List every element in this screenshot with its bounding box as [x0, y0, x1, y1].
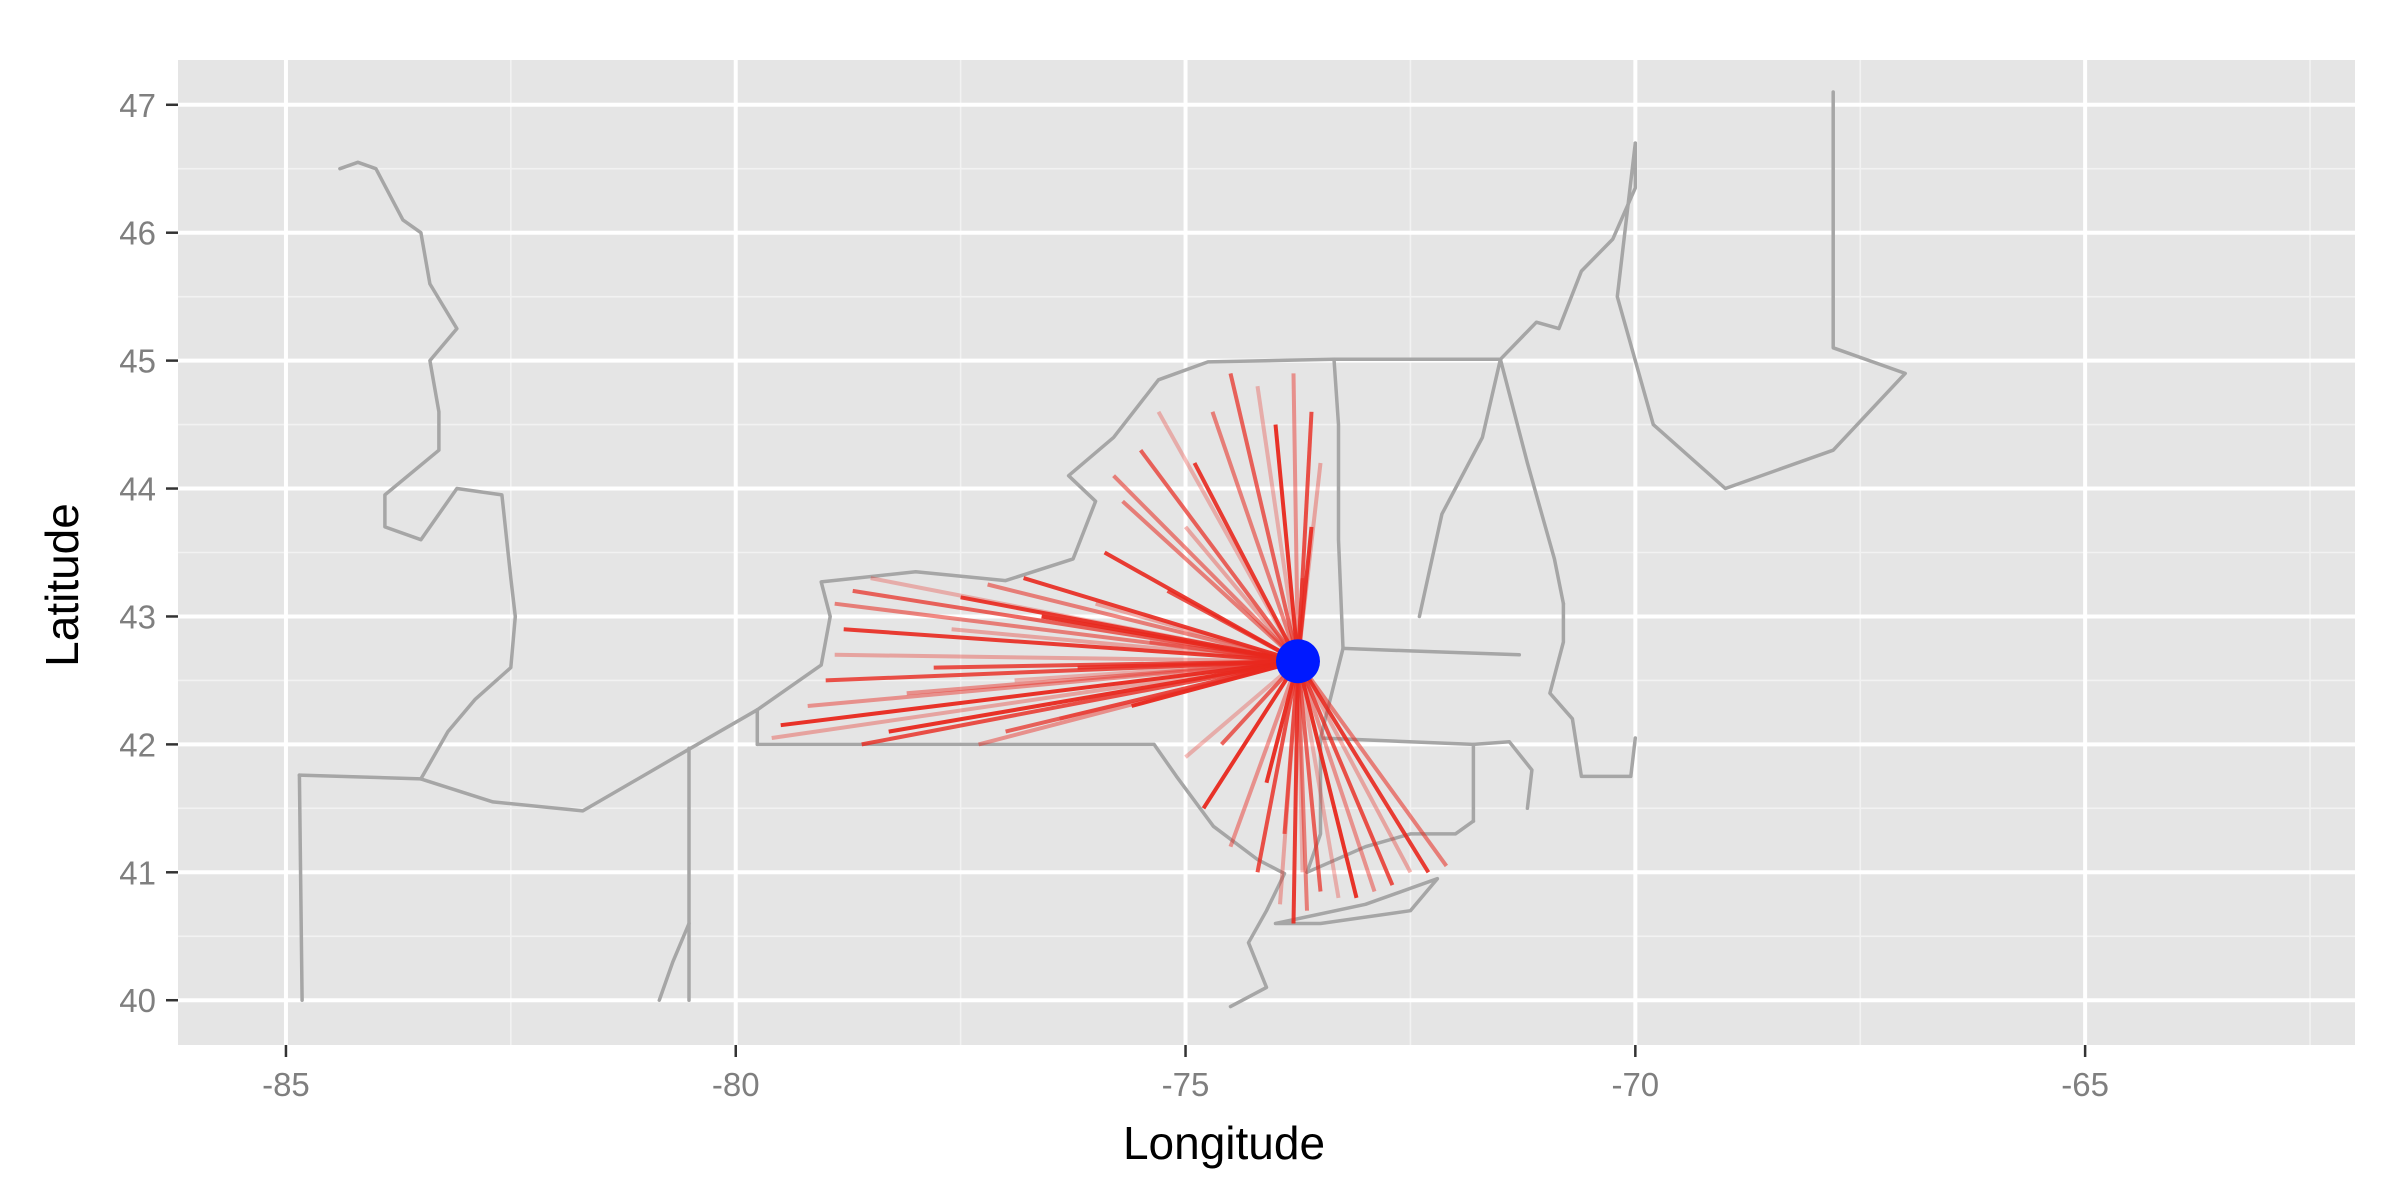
- connection-line: [1210, 411, 1300, 662]
- y-tick-label: 45: [119, 343, 156, 380]
- y-axis-title: Latitude: [36, 503, 88, 667]
- connection-line: [1296, 660, 1449, 868]
- x-tick-label: -65: [2061, 1066, 2109, 1103]
- state-border-line: [338, 160, 518, 781]
- connection-line: [1183, 525, 1300, 663]
- x-tick-label: -85: [262, 1066, 310, 1103]
- grid-minor: [178, 60, 2355, 1045]
- x-tick-label: -80: [712, 1066, 760, 1103]
- state-border-line: [755, 742, 1287, 1009]
- connection-line: [834, 652, 1299, 664]
- state-border-line: [1498, 357, 1566, 606]
- connection-line: [1296, 660, 1341, 899]
- state-border-line: [657, 921, 691, 1002]
- x-tick-label: -75: [1162, 1066, 1210, 1103]
- connection-line: [1295, 661, 1305, 873]
- connection-line: [1192, 462, 1300, 663]
- connection-line: [1138, 449, 1300, 663]
- x-axis: -85 -80 -75 -70 -65: [262, 1045, 2109, 1103]
- connection-line: [771, 659, 1299, 740]
- hub-layer: [1275, 639, 1320, 684]
- y-axis: 40 41 42 43 44 45 46 47: [119, 87, 178, 1019]
- connection-line: [1112, 474, 1300, 663]
- connection-line: [843, 627, 1299, 664]
- connection-line: [1228, 372, 1300, 662]
- connection-line: [1255, 660, 1300, 873]
- connection-line: [834, 601, 1299, 664]
- x-tick-label: -70: [1611, 1066, 1659, 1103]
- connection-line: [978, 659, 1299, 747]
- state-borders: [297, 90, 1907, 1009]
- connection-line: [1296, 660, 1395, 886]
- y-tick-label: 46: [119, 215, 156, 252]
- state-border-line: [1615, 90, 1907, 491]
- y-tick-label: 47: [119, 87, 156, 124]
- x-axis-title: Longitude: [1123, 1117, 1325, 1169]
- connection-line: [1295, 661, 1309, 911]
- state-border-line: [1471, 740, 1534, 811]
- connection-line: [1166, 589, 1299, 663]
- state-border-line: [1548, 601, 1638, 779]
- y-tick-label: 40: [119, 982, 156, 1019]
- state-border-line: [297, 773, 304, 1002]
- connection-line: [1228, 660, 1300, 848]
- state-border-line: [297, 141, 1638, 813]
- connection-line: [1255, 385, 1300, 662]
- state-border-line: [1273, 876, 1440, 926]
- connection-line: [1023, 576, 1299, 664]
- connection-line: [1131, 659, 1299, 708]
- grid-major: [178, 60, 2355, 1045]
- connection-line: [780, 659, 1299, 728]
- y-tick-label: 42: [119, 726, 156, 763]
- y-tick-label: 41: [119, 854, 156, 891]
- connection-line: [1184, 659, 1300, 759]
- connection-lines: [771, 372, 1449, 924]
- connection-line: [1296, 660, 1413, 874]
- state-border-line: [1417, 357, 1503, 619]
- connection-line: [1041, 614, 1299, 664]
- connection-line: [1149, 640, 1299, 664]
- connection-line: [1282, 661, 1300, 835]
- connection-line: [807, 659, 1299, 708]
- hub-point: [1275, 639, 1320, 684]
- connection-line: [1295, 661, 1323, 892]
- connection-line: [1296, 660, 1359, 899]
- connection-line: [1273, 424, 1300, 662]
- connection-line: [1201, 660, 1300, 810]
- state-border-line: [1341, 646, 1522, 657]
- connection-line: [951, 627, 1299, 664]
- connection-line: [906, 659, 1299, 696]
- connection-line: [1077, 659, 1299, 670]
- y-tick-label: 44: [119, 471, 156, 508]
- connection-line: [1296, 660, 1377, 893]
- connection-line: [1291, 661, 1300, 924]
- connection-line: [987, 582, 1299, 664]
- connection-line: [1296, 660, 1431, 874]
- connection-line: [1291, 373, 1300, 662]
- y-tick-label: 43: [119, 598, 156, 635]
- connection-line: [861, 659, 1299, 747]
